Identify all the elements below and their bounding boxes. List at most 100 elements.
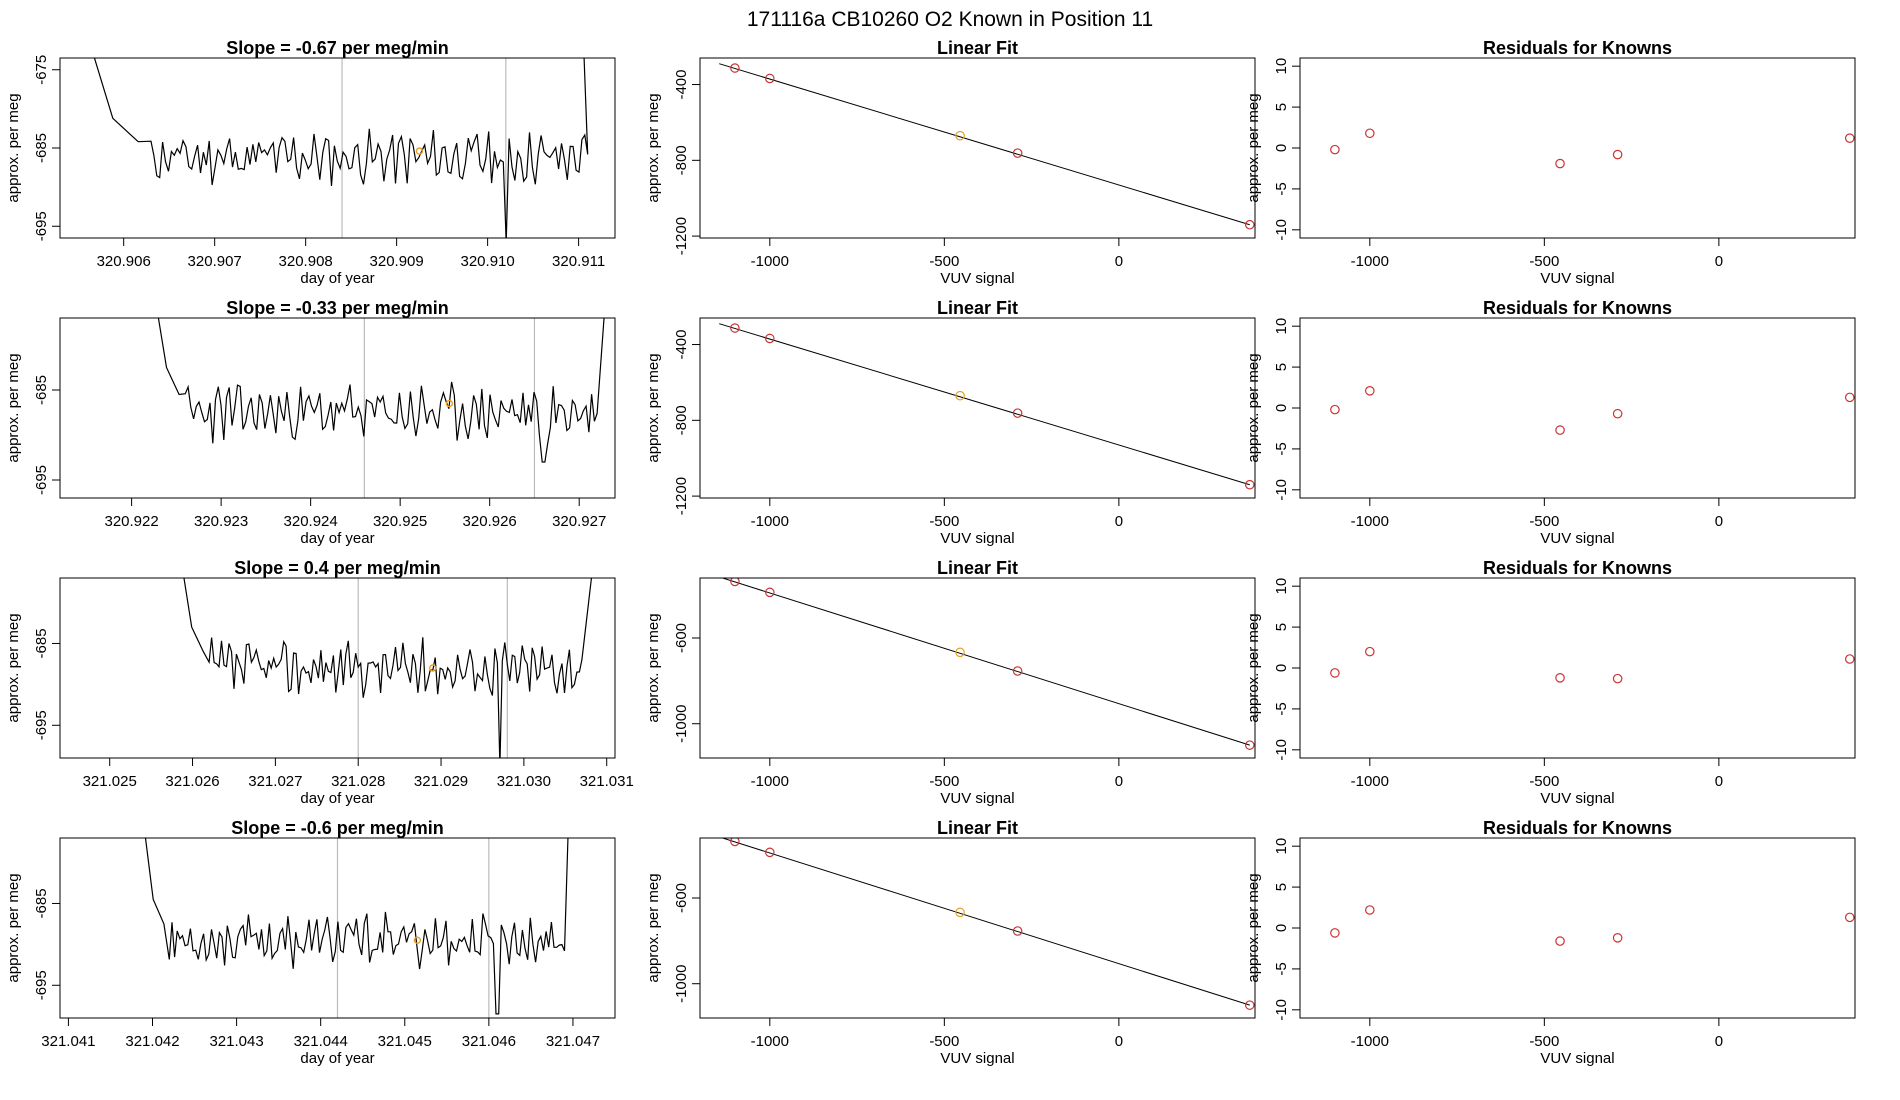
x-tick-label: 321.046: [462, 1033, 516, 1050]
panel-2-2: Linear Fit -1000 -500 0 -400 -800 -1200 VUV sig…: [645, 298, 1256, 547]
x-tick-label: 320.909: [370, 253, 424, 270]
x-tick-label: 321.028: [331, 773, 385, 790]
x-tick-label: 0: [1115, 513, 1123, 530]
y-tick-label: -800: [673, 405, 690, 435]
data-point: [765, 333, 775, 344]
data-point: [1365, 128, 1375, 139]
chart-title: Slope = -0.33 per meg/min: [226, 298, 449, 318]
data-point: [1612, 408, 1623, 419]
y-tick-label: -10: [1273, 219, 1290, 241]
x-tick-label: 0: [1715, 773, 1723, 790]
x-tick-label: 320.923: [194, 513, 248, 530]
x-axis-label: day of year: [300, 790, 374, 807]
x-tick-label: 320.925: [373, 513, 427, 530]
panel-2-3: Residuals for Knowns -1000 -500 0 10 5 0 -5 -10 V…: [1245, 298, 1856, 547]
x-tick-label: -500: [929, 773, 959, 790]
x-tick-label: 320.922: [104, 513, 158, 530]
data-point: [1012, 408, 1023, 418]
panel-1-2: Linear Fit -1000 -500 0 -400 -800 -1200 VUV sig…: [645, 38, 1256, 287]
plot-area: [719, 63, 1255, 230]
data-point: [955, 647, 965, 658]
x-tick-label: 320.907: [188, 253, 242, 270]
data-point: [1244, 1000, 1255, 1010]
data-point: [1844, 912, 1855, 923]
signal-line: [183, 578, 593, 758]
x-tick-label: 320.906: [97, 253, 151, 270]
y-axis-label: approx. per meg: [5, 873, 22, 982]
x-tick-label: 320.910: [461, 253, 515, 270]
fit-line: [719, 63, 1250, 226]
plot-frame: [1299, 577, 1856, 759]
y-tick-label: -5: [1273, 182, 1290, 195]
y-tick-label: 0: [1273, 924, 1290, 932]
plot-area: [144, 838, 569, 1018]
data-point: [1365, 386, 1375, 396]
plot-frame: [59, 57, 616, 239]
y-tick-label: -400: [673, 70, 690, 100]
x-tick-label: 0: [1115, 773, 1123, 790]
y-tick-label: 0: [1273, 144, 1290, 152]
y-tick-label: -10: [1273, 739, 1290, 761]
plot-frame: [699, 317, 1256, 499]
y-tick-label: 5: [1273, 103, 1290, 111]
x-tick-label: -1000: [1351, 1033, 1389, 1050]
data-point: [1330, 928, 1340, 938]
highlight-point: [429, 664, 437, 672]
y-tick-label: 10: [1273, 318, 1290, 335]
panel-4-3: Residuals for Knowns -1000 -500 0 10 5 0 -5 -10 V…: [1245, 818, 1856, 1067]
data-point: [1612, 933, 1623, 943]
highlight-point: [413, 936, 422, 944]
y-axis-label: approx. per meg: [5, 353, 22, 462]
y-axis-label: approx. per meg: [645, 93, 662, 202]
data-point: [1844, 133, 1855, 143]
x-axis-label: VUV signal: [940, 270, 1014, 287]
x-tick-label: -500: [929, 253, 959, 270]
y-tick-label: -1000: [673, 705, 690, 743]
chart-title: Residuals for Knowns: [1483, 38, 1672, 58]
plot-area: [157, 318, 605, 498]
panel-3-3: Residuals for Knowns -1000 -500 0 10 5 0 -5 -10 V…: [1245, 558, 1856, 807]
plot-frame: [1299, 57, 1856, 239]
data-point: [1555, 936, 1565, 946]
x-tick-label: 321.025: [83, 773, 137, 790]
data-point: [1612, 149, 1623, 160]
y-tick-label: -5: [1273, 962, 1290, 975]
x-tick-label: 321.041: [41, 1033, 95, 1050]
x-tick-label: 0: [1115, 253, 1123, 270]
data-point: [730, 578, 740, 587]
x-axis-label: VUV signal: [940, 1050, 1014, 1067]
x-tick-label: -500: [1529, 773, 1559, 790]
x-tick-label: 0: [1715, 253, 1723, 270]
x-tick-label: 320.926: [463, 513, 517, 530]
y-tick-label: 0: [1273, 404, 1290, 412]
x-axis-label: day of year: [300, 1050, 374, 1067]
x-tick-label: 321.045: [378, 1033, 432, 1050]
x-axis-label: VUV signal: [1540, 530, 1614, 547]
chart-title: Linear Fit: [937, 38, 1018, 58]
y-tick-label: -800: [673, 145, 690, 175]
x-tick-label: 321.044: [294, 1033, 348, 1050]
y-tick-label: -1000: [673, 965, 690, 1003]
x-tick-label: 320.924: [284, 513, 338, 530]
x-tick-label: 320.927: [552, 513, 606, 530]
panel-3-1: Slope = 0.4 per meg/min 321.025 321.026 321…: [5, 558, 634, 807]
y-tick-label: 5: [1273, 363, 1290, 371]
y-axis-label: approx. per meg: [5, 93, 22, 202]
x-tick-label: 0: [1115, 1033, 1123, 1050]
plot-area: [183, 578, 593, 758]
x-axis-label: VUV signal: [940, 530, 1014, 547]
data-point: [1330, 668, 1340, 678]
figure-title: 171116a CB10260 O2 Known in Position 11: [747, 8, 1153, 31]
y-axis-label: approx. per meg: [1245, 873, 1262, 982]
y-tick-label: -675: [33, 55, 50, 85]
chart-title: Linear Fit: [937, 818, 1018, 838]
x-axis-label: VUV signal: [1540, 1050, 1614, 1067]
data-point: [1555, 425, 1565, 435]
plot-frame: [59, 317, 616, 499]
x-tick-label: -1000: [751, 1033, 789, 1050]
plot-area: [719, 323, 1255, 490]
x-tick-label: 321.027: [248, 773, 302, 790]
data-point: [1244, 479, 1255, 490]
panel-4-1: Slope = -0.6 per meg/min 321.041 321.042 32…: [5, 818, 616, 1067]
x-tick-label: 320.908: [279, 253, 333, 270]
